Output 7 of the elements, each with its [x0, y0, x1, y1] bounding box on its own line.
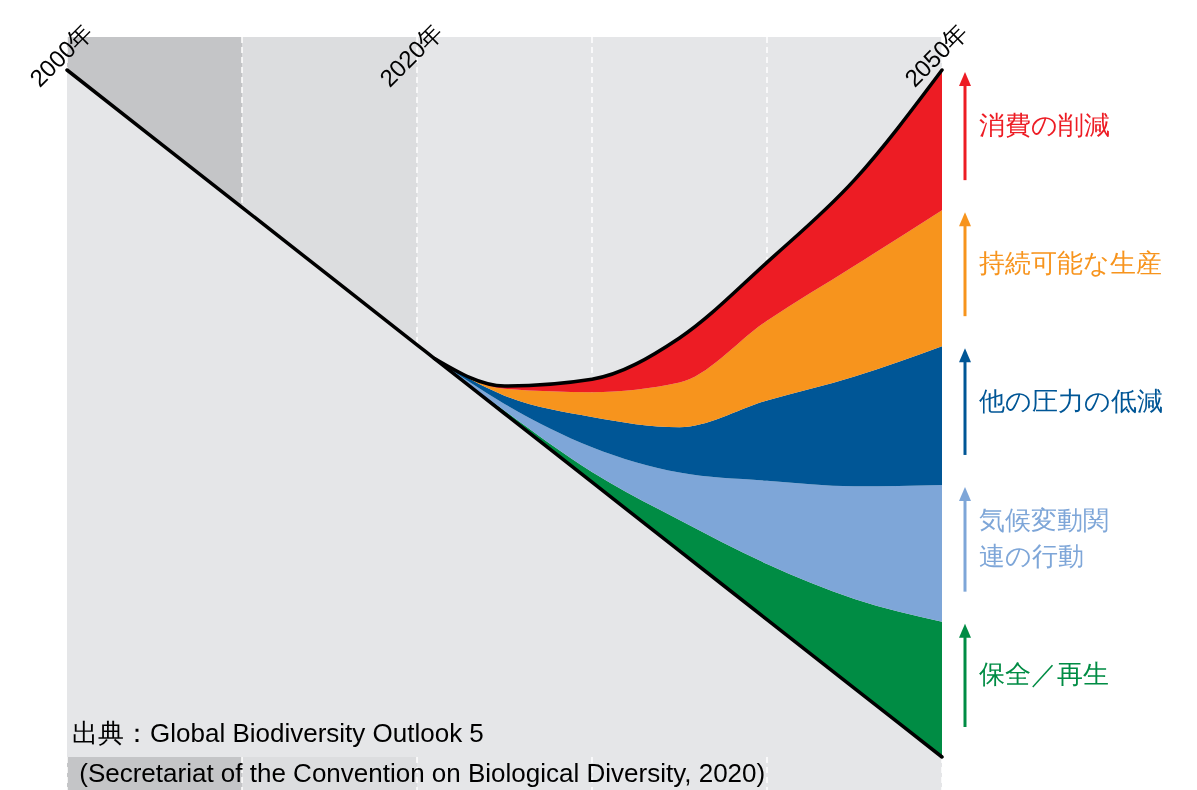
legend-label: 他の圧力の低減 — [979, 385, 1163, 416]
text: (Secretariat of the Convention on Biological Diversity, 2020) — [72, 758, 766, 788]
annotation: 出典：Global Biodiversity Outlook 5 — [72, 718, 484, 748]
legend-label: 消費の削減 — [979, 110, 1110, 141]
legend-label: 気候変動関連の行動 — [979, 505, 1109, 572]
legend-label: 保全／再生 — [979, 659, 1109, 690]
legend-label: 持続可能な生産 — [979, 248, 1162, 279]
